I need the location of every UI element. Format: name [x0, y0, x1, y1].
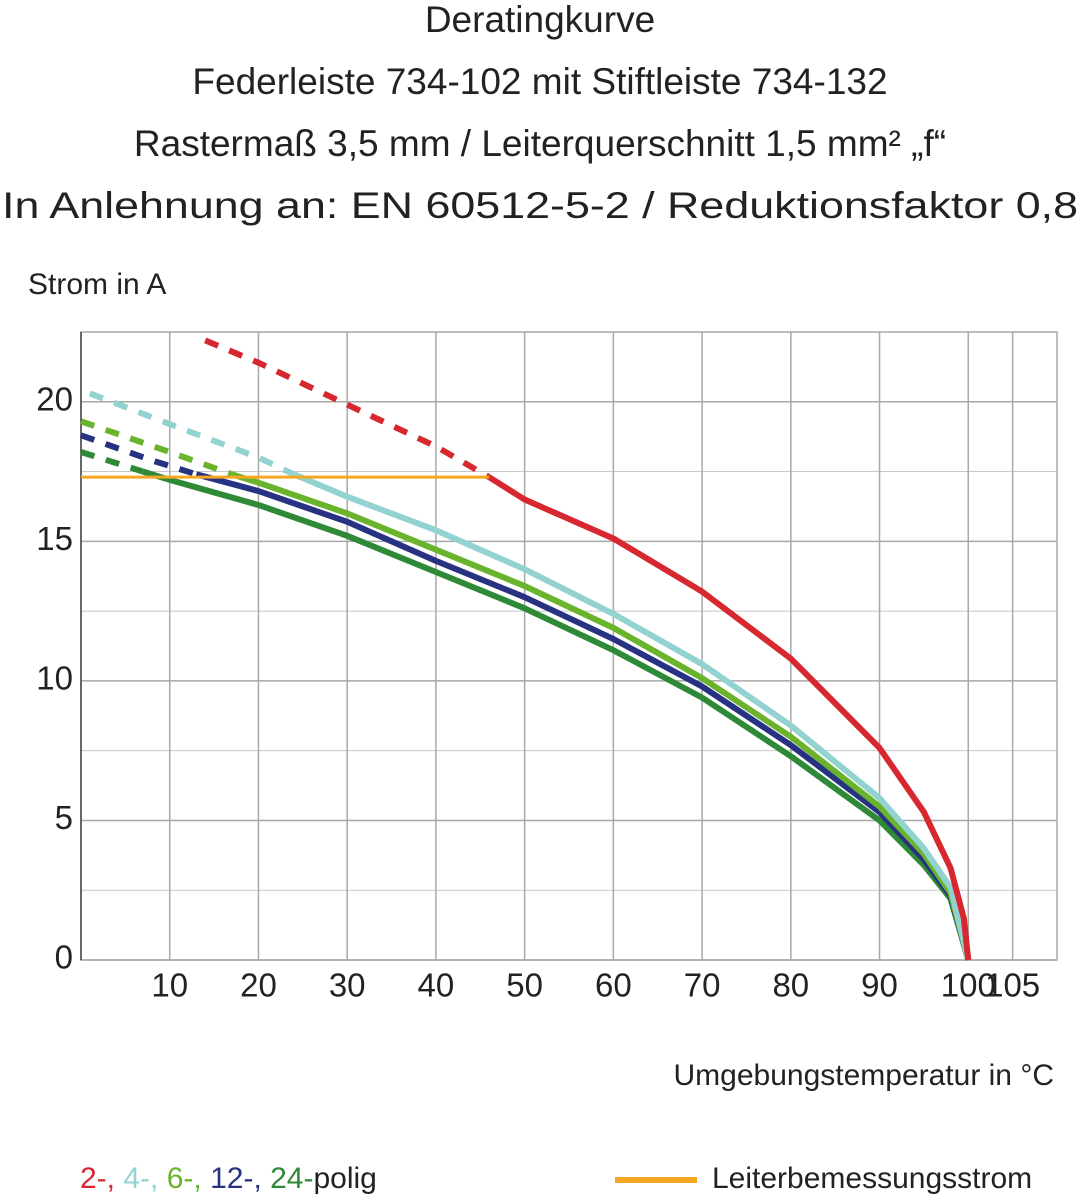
legend: 2-, 4-, 6-, 12-, 24-polig	[80, 1162, 377, 1195]
y-tick-label: 5	[55, 799, 73, 836]
legend-entry: Leiterbemessungsstrom	[712, 1162, 1032, 1195]
x-tick-label: 30	[329, 967, 366, 1004]
y-axis-label: Strom in A	[28, 268, 166, 301]
chart-title: In Anlehnung an: EN 60512-5-2 / Reduktio…	[2, 185, 1078, 226]
y-tick-label: 0	[55, 939, 73, 976]
y-tick-label: 10	[36, 660, 73, 697]
x-tick-label: 100	[941, 967, 996, 1004]
plot-frame	[80, 331, 1058, 961]
dashed-line	[80, 432, 198, 478]
y-tick-label: 15	[36, 520, 73, 557]
x-tick-label: 70	[684, 967, 721, 1004]
legend-entry: 12-,	[210, 1162, 262, 1195]
x-tick-label: 20	[240, 967, 277, 1004]
legend-suffix: polig	[313, 1162, 376, 1195]
x-tick-label: 50	[506, 967, 543, 1004]
legend-entry: 4-,	[123, 1162, 158, 1195]
series-line	[142, 468, 972, 961]
x-tick-label: 105	[985, 967, 1040, 1004]
dashed-line	[80, 418, 233, 478]
chart-title: Deratingkurve	[425, 0, 655, 40]
chart-title: Rastermaß 3,5 mm / Leiterquerschnitt 1,5…	[134, 123, 946, 164]
x-tick-label: 80	[772, 967, 809, 1004]
x-tick-label: 90	[861, 967, 898, 1004]
series-line	[230, 471, 972, 961]
x-tick-label: 10	[151, 967, 188, 1004]
x-tick-label: 40	[418, 967, 455, 1004]
dashed-line	[80, 449, 145, 475]
x-tick-label: 60	[595, 967, 632, 1004]
dashed-line	[204, 337, 491, 480]
chart-title: Federleiste 734-102 mit Stiftleiste 734-…	[192, 61, 887, 102]
y-tick-label: 20	[36, 380, 73, 417]
legend-entry: 24-	[270, 1162, 313, 1195]
series-line	[487, 474, 972, 961]
dashed-line	[88, 390, 296, 478]
legend-entry: 6-,	[167, 1162, 202, 1195]
x-axis-label: Umgebungstemperatur in °C	[673, 1059, 1054, 1092]
legend-entry: 2-,	[80, 1162, 115, 1195]
series-line	[292, 471, 972, 961]
